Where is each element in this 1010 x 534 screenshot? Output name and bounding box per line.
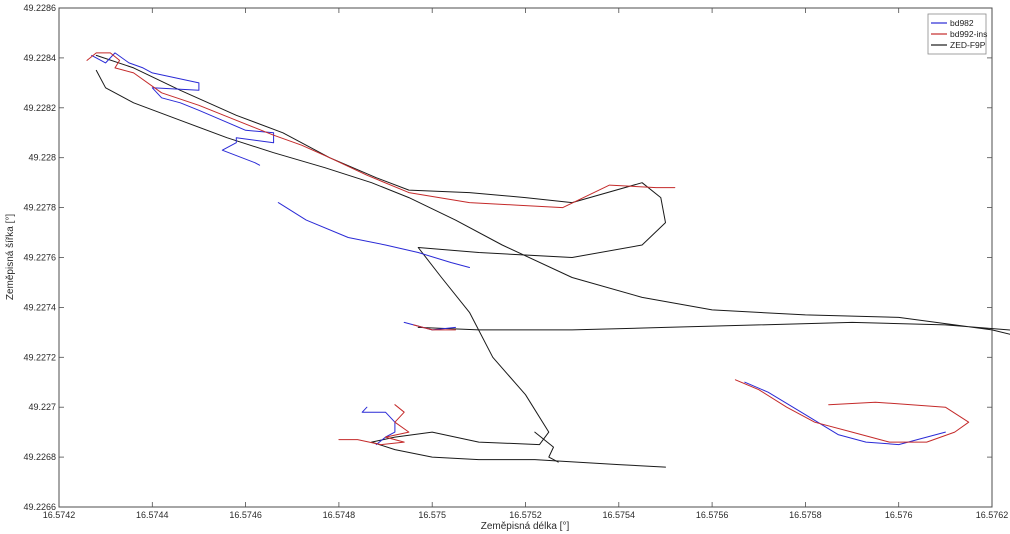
axis-ticks: 16.5742 16.5744 16.5746 16.5748 16.575 16.575… xyxy=(23,3,1008,520)
x-tick-label: 16.5756 xyxy=(696,510,729,520)
y-tick-label: 49.2274 xyxy=(23,302,56,312)
series-line-bd992-ins xyxy=(734,379,970,443)
x-tick-label: 16.5752 xyxy=(509,510,542,520)
series-line-zed-f9p xyxy=(534,431,559,463)
y-tick-label: 49.2278 xyxy=(23,203,56,213)
y-tick-label: 49.2282 xyxy=(23,103,56,113)
x-tick-label: 16.5762 xyxy=(976,510,1009,520)
legend-box xyxy=(927,13,987,55)
x-axis-label: Zeměpisná délka [°] xyxy=(481,521,570,532)
y-tick-label: 49.228 xyxy=(28,153,56,163)
y-tick-label: 49.2266 xyxy=(23,502,56,512)
legend-label-zed-f9p: ZED-F9P xyxy=(950,40,986,50)
series-layer xyxy=(86,52,1010,468)
y-tick-label: 49.2286 xyxy=(23,3,56,13)
x-tick-label: 16.5744 xyxy=(136,510,169,520)
series-line-zed-f9p xyxy=(95,54,666,468)
x-tick-label: 16.575 xyxy=(418,510,446,520)
y-tick-label: 49.2284 xyxy=(23,53,56,63)
x-tick-label: 16.5748 xyxy=(323,510,356,520)
x-tick-label: 16.5754 xyxy=(603,510,636,520)
x-tick-label: 16.576 xyxy=(885,510,913,520)
series-line-bd992-ins xyxy=(413,324,456,331)
y-tick-label: 49.227 xyxy=(28,402,56,412)
plot-area xyxy=(58,7,993,508)
legend-label-bd982: bd982 xyxy=(950,18,974,28)
y-axis-label: Zeměpisná šířka [°] xyxy=(5,214,16,300)
series-line-bd982 xyxy=(277,202,470,268)
legend-label-bd992-ins: bd992-ins xyxy=(950,29,987,39)
y-tick-label: 49.2272 xyxy=(23,352,56,362)
series-line-zed-f9p xyxy=(95,69,1010,335)
y-tick-label: 49.2276 xyxy=(23,253,56,263)
series-line-bd982 xyxy=(91,52,275,166)
series-line-bd992-ins xyxy=(338,404,410,446)
x-tick-label: 16.5758 xyxy=(789,510,822,520)
series-line-bd982 xyxy=(744,381,946,446)
x-tick-label: 16.5746 xyxy=(229,510,262,520)
legend: bd982 bd992-ins ZED-F9P xyxy=(927,13,987,55)
series-line-bd992-ins xyxy=(86,52,676,209)
y-tick-label: 49.2268 xyxy=(23,452,56,462)
x-tick-label: 16.5742 xyxy=(43,510,76,520)
